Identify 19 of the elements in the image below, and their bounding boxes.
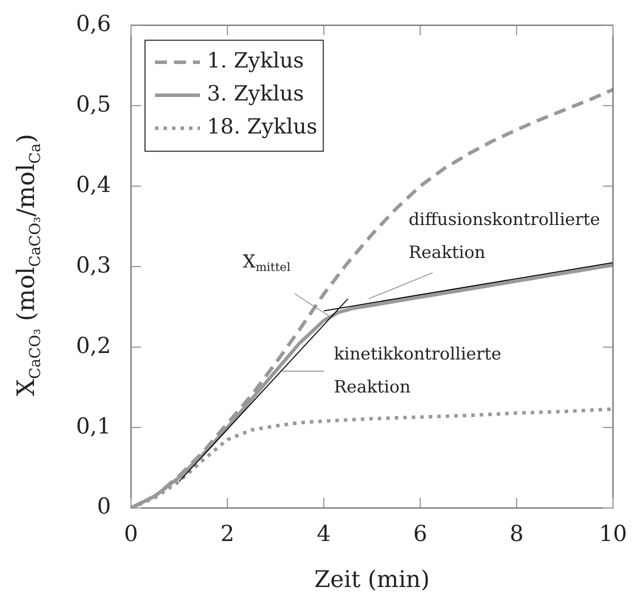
legend-label: 3. Zyklus [207, 82, 304, 106]
annotation: diffusionskontrollierte Reaktion [408, 210, 600, 264]
y-tick-label: 0,4 [76, 172, 111, 198]
x-tick-label: 2 [220, 522, 234, 547]
annotation: kinetikkontrollierte Reaktion [334, 344, 502, 398]
x-axis-title: Zeit (min) [314, 567, 430, 594]
x-tick-label: 0 [124, 522, 138, 547]
x-tick-label: 4 [316, 522, 331, 547]
y-tick-label: 0 [97, 494, 111, 520]
y-tick-label: 0,2 [76, 334, 111, 359]
legend-label: 1. Zyklus [207, 48, 304, 73]
y-tick-label: 0,6 [76, 12, 111, 37]
y-tick-label: 0,3 [76, 253, 111, 278]
y-tick-label: 0,5 [76, 92, 111, 118]
x-tick-label: 8 [510, 522, 524, 547]
legend-label: 18. Zyklus [207, 114, 318, 139]
x-tick-label: 6 [413, 522, 428, 547]
x-tick-label: 10 [599, 522, 628, 547]
y-tick-label: 0,1 [76, 414, 111, 440]
